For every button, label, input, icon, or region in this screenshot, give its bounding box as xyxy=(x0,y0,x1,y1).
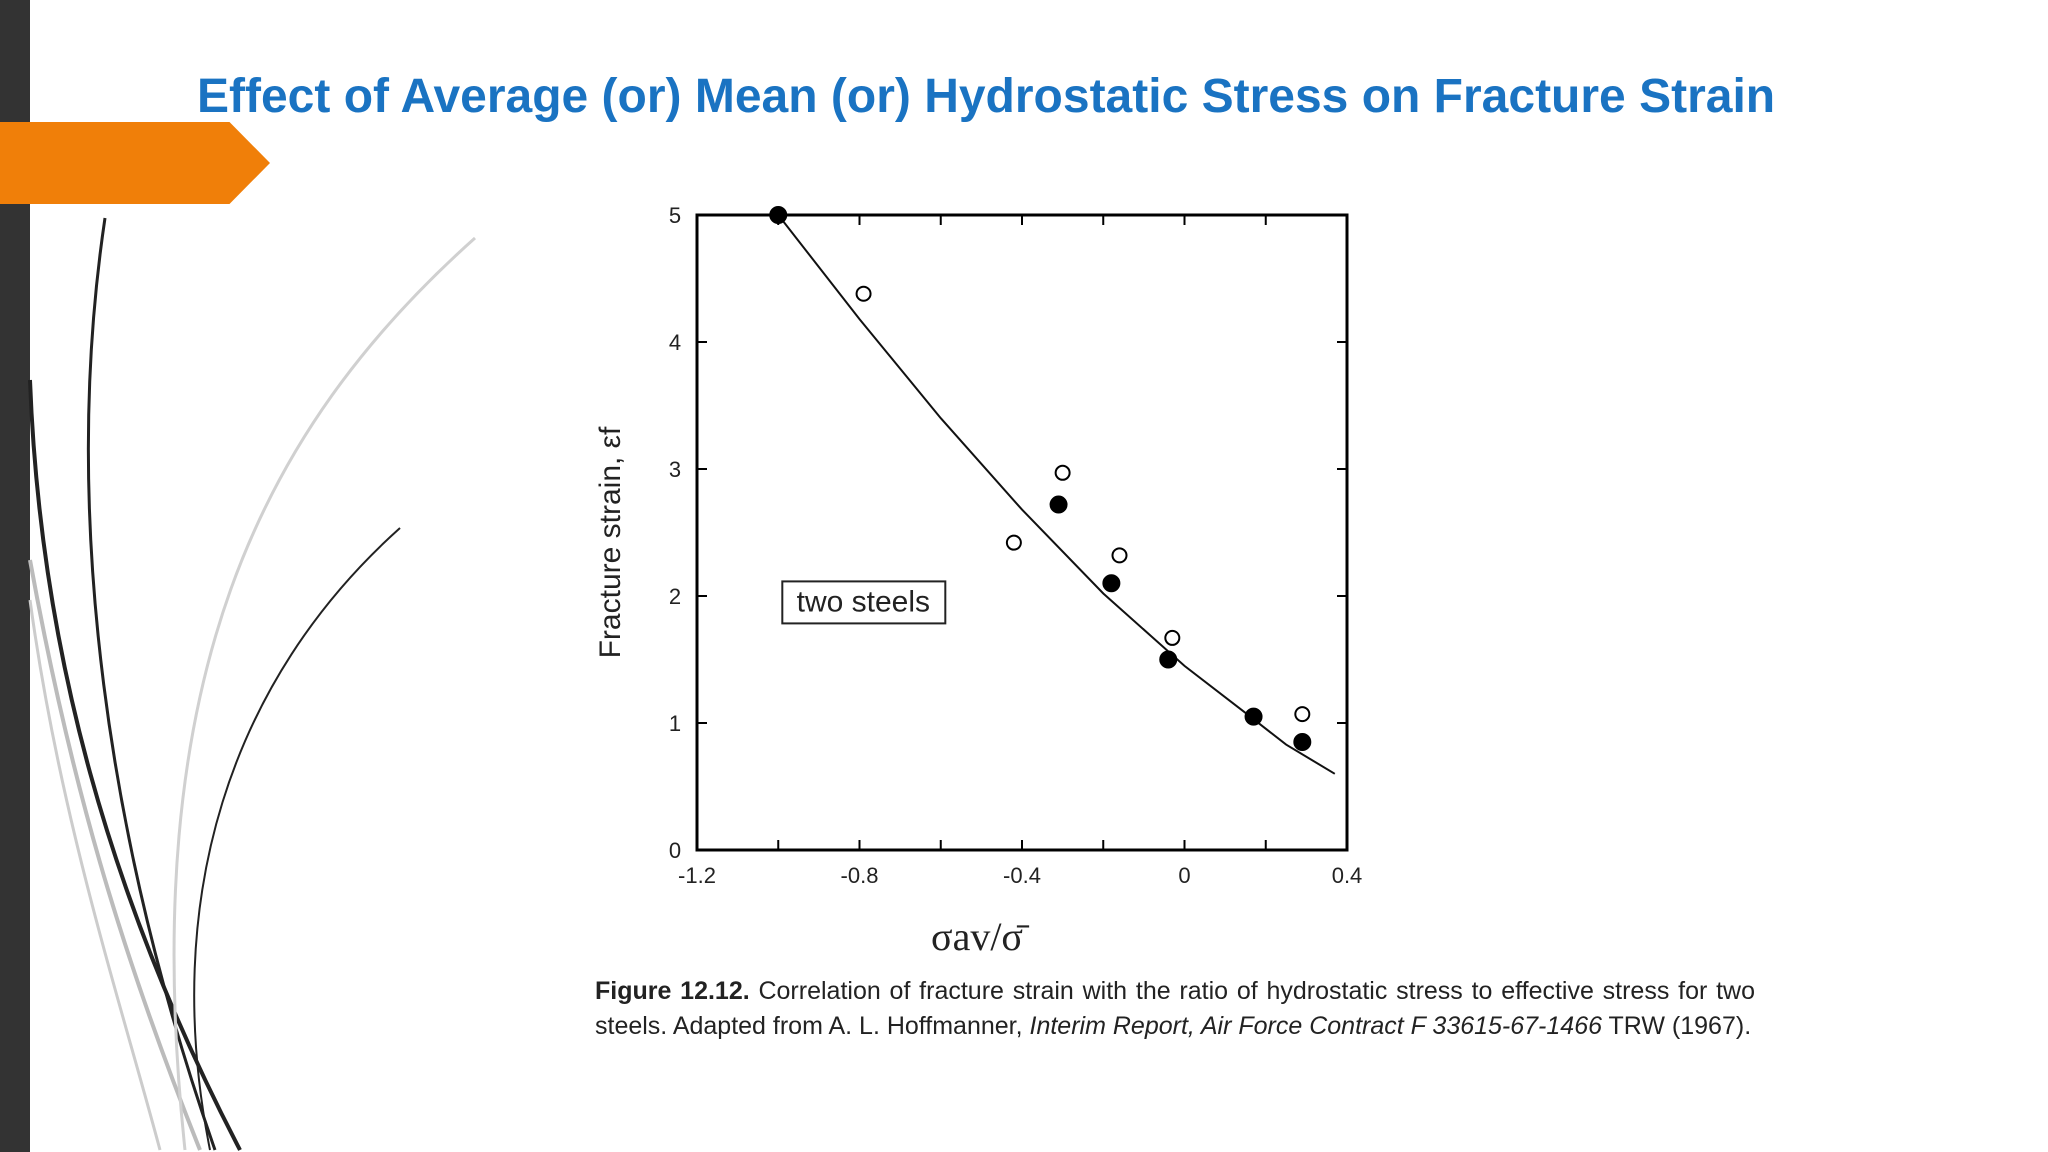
y-tick-label: 1 xyxy=(669,711,681,736)
y-tick-label: 5 xyxy=(669,203,681,228)
caption-text-1: Correlation of fracture strain with the … xyxy=(595,977,1755,1040)
data-point-filled xyxy=(1102,574,1121,593)
fracture-strain-chart: -1.2 -0.8 -0.4 0 0.4 0 1 2 3 4 5 σav/σ̄ Fracture str… xyxy=(594,203,1362,955)
y-tick-label: 3 xyxy=(669,457,681,482)
x-tick-label: -0.8 xyxy=(841,863,879,888)
x-tick-label: -0.4 xyxy=(1003,863,1041,888)
decorative-curves xyxy=(28,217,476,1151)
data-points-group xyxy=(769,206,1312,752)
orange-arrow-shape xyxy=(0,122,270,204)
data-point-filled xyxy=(1244,707,1263,726)
fit-curve-line xyxy=(777,214,1336,775)
data-point-open xyxy=(1005,534,1022,551)
x-tick-label: 0.4 xyxy=(1332,863,1363,888)
x-tick-label: -1.2 xyxy=(678,863,716,888)
annotation-box xyxy=(781,580,947,625)
x-axis-label: σav/σ̄ xyxy=(931,914,1030,955)
figure-caption: Figure 12.12. Correlation of fracture st… xyxy=(595,974,1755,1044)
data-point-open xyxy=(1164,629,1181,646)
data-point-open xyxy=(1111,547,1128,564)
y-tick-label: 2 xyxy=(669,584,681,609)
data-point-filled xyxy=(769,206,788,224)
caption-italic: Interim Report, Air Force Contract F 336… xyxy=(1029,1012,1603,1040)
y-axis-label: Fracture strain, εf xyxy=(594,426,627,658)
annotation-label: two steels xyxy=(797,585,930,618)
y-tick-label: 0 xyxy=(669,838,681,863)
data-point-filled xyxy=(1293,733,1312,752)
caption-label: Figure 12.12. xyxy=(595,977,750,1005)
chart-axes xyxy=(695,213,1349,852)
slide-title: Effect of Average (or) Mean (or) Hydrost… xyxy=(197,70,1776,123)
data-point-open xyxy=(1054,464,1071,481)
chart-labels-group: -1.2 -0.8 -0.4 0 0.4 0 1 2 3 4 5 σav/σ̄ Fracture str… xyxy=(594,203,1362,955)
data-point-filled xyxy=(1159,650,1178,669)
x-tick-label: 0 xyxy=(1178,863,1190,888)
data-point-open xyxy=(1294,706,1311,723)
data-point-open xyxy=(855,285,872,302)
caption-text-2: TRW (1967). xyxy=(1602,1012,1752,1040)
y-tick-label: 4 xyxy=(669,330,681,355)
data-point-filled xyxy=(1049,495,1068,514)
plot-frame xyxy=(695,213,1349,852)
fit-curve-group xyxy=(777,214,1336,775)
